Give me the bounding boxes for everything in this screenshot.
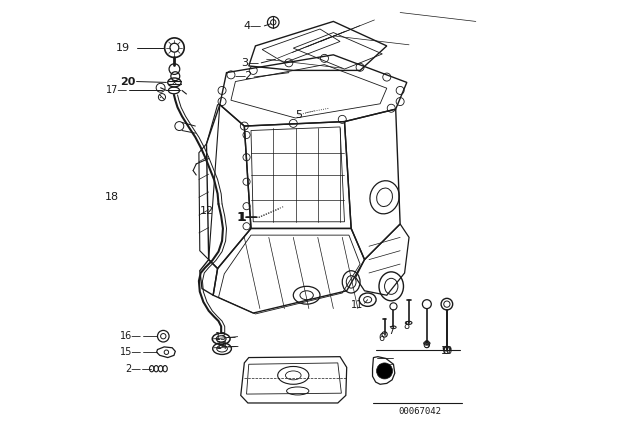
Text: 20: 20 [120, 77, 135, 86]
Text: 8: 8 [403, 321, 410, 332]
Text: 6: 6 [378, 332, 384, 343]
Text: 12: 12 [200, 206, 214, 215]
Text: 3—: 3— [241, 58, 259, 68]
Text: 16—: 16— [120, 331, 142, 341]
Text: 18: 18 [105, 192, 119, 202]
Text: 1—: 1— [237, 211, 258, 224]
Text: 2—: 2— [125, 364, 141, 374]
Text: 17—: 17— [106, 86, 127, 95]
Text: 14—: 14— [216, 341, 237, 351]
Text: ×: × [171, 78, 178, 87]
Text: 4—: 4— [244, 21, 262, 31]
Circle shape [376, 363, 392, 379]
Text: 5: 5 [295, 110, 302, 120]
Text: —2: —2 [234, 71, 252, 81]
Text: 00067042: 00067042 [399, 406, 442, 416]
Text: 7: 7 [388, 326, 394, 336]
Text: 13—: 13— [215, 332, 237, 342]
Text: 9: 9 [423, 340, 429, 350]
Text: ⋅: ⋅ [159, 93, 161, 102]
Text: 15—: 15— [120, 347, 142, 357]
Text: 1—: 1— [237, 211, 259, 224]
Text: 10: 10 [441, 346, 453, 356]
Text: 11: 11 [351, 300, 363, 310]
Text: 19: 19 [116, 43, 131, 53]
